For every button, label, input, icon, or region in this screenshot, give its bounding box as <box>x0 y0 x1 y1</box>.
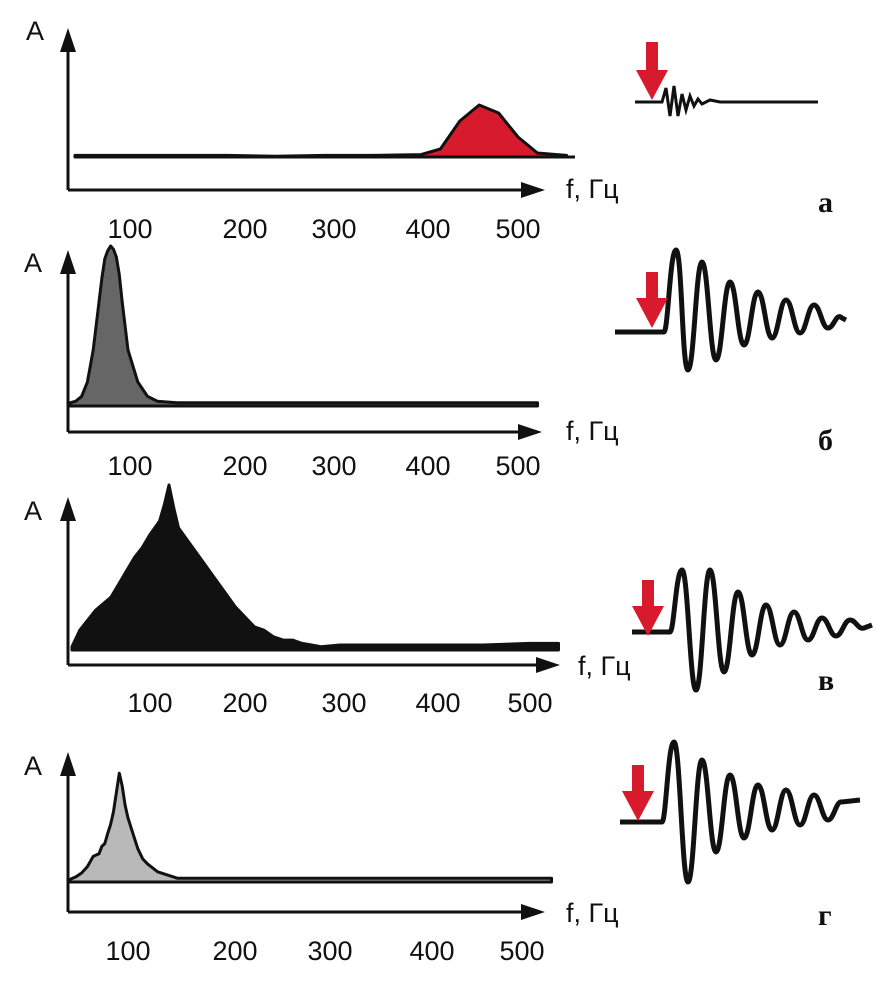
x-axis-label-b: f, Гц <box>566 416 619 446</box>
spectrum-area-a <box>73 103 568 159</box>
red-hammer-arrow-icon <box>636 272 668 328</box>
y-axis-label-a: А <box>26 16 44 46</box>
panel-label-b: б <box>818 424 833 457</box>
x-tick-c-200: 200 <box>222 688 267 718</box>
x-tick-d-100: 100 <box>105 936 150 966</box>
waveform-trace-b <box>615 247 848 373</box>
x-tick-b-400: 400 <box>405 451 450 481</box>
x-tick-b-200: 200 <box>222 451 267 481</box>
y-axis-label-c: А <box>24 496 42 526</box>
x-tick-a-400: 400 <box>405 214 450 244</box>
waveform-c <box>632 567 873 693</box>
x-tick-c-500: 500 <box>507 688 552 718</box>
panel-c: А f, Гц 100 200 300 400 500 в <box>24 483 834 718</box>
x-tick-b-500: 500 <box>495 451 540 481</box>
x-axis-arrow-c <box>536 657 560 673</box>
x-tick-c-100: 100 <box>127 688 172 718</box>
waveform-trace-c <box>632 567 873 693</box>
y-axis-arrow-d <box>60 752 76 776</box>
panel-label-d: г <box>818 899 832 932</box>
x-tick-a-100: 100 <box>107 214 152 244</box>
y-axis-label-d: А <box>24 751 42 781</box>
panel-label-c: в <box>818 664 834 697</box>
spectrum-area-d <box>68 771 553 884</box>
x-tick-a-300: 300 <box>311 214 356 244</box>
x-tick-b-300: 300 <box>311 451 356 481</box>
x-axis-arrow-a <box>521 182 545 198</box>
red-hammer-arrow-icon <box>622 765 654 821</box>
x-tick-d-200: 200 <box>212 936 257 966</box>
panel-d: А f, Гц 100 200 300 400 500 г <box>24 751 832 966</box>
red-hammer-arrow-icon <box>636 42 668 100</box>
y-axis-arrow-b <box>60 250 76 274</box>
x-tick-c-400: 400 <box>415 688 460 718</box>
waveform-a <box>635 42 818 117</box>
y-axis-arrow-a <box>60 28 76 52</box>
y-axis-arrow-c <box>60 497 76 521</box>
waveform-b <box>615 247 848 373</box>
x-tick-d-400: 400 <box>409 936 454 966</box>
waveform-trace-d <box>620 739 861 885</box>
panel-label-a: а <box>818 186 833 219</box>
y-axis-label-b: А <box>24 248 42 278</box>
waveform-trace-a <box>635 85 818 117</box>
x-axis-label-c: f, Гц <box>578 651 631 681</box>
spectrum-area-b <box>68 244 539 408</box>
x-axis-label-a: f, Гц <box>566 174 619 204</box>
x-tick-a-500: 500 <box>495 214 540 244</box>
x-tick-c-300: 300 <box>321 688 366 718</box>
spectrum-area-c <box>70 483 560 652</box>
x-axis-arrow-d <box>521 904 545 920</box>
x-axis-arrow-b <box>518 424 542 440</box>
panel-b: А f, Гц 100 200 300 400 500 б <box>24 244 833 481</box>
x-tick-d-300: 300 <box>307 936 352 966</box>
x-tick-b-100: 100 <box>107 451 152 481</box>
panel-a: А f, Гц 100 200 300 400 500 а <box>26 16 833 244</box>
red-hammer-arrow-icon <box>632 580 664 636</box>
waveform-d <box>620 739 861 885</box>
x-tick-a-200: 200 <box>222 214 267 244</box>
x-axis-label-d: f, Гц <box>566 898 619 928</box>
x-tick-d-500: 500 <box>499 936 544 966</box>
